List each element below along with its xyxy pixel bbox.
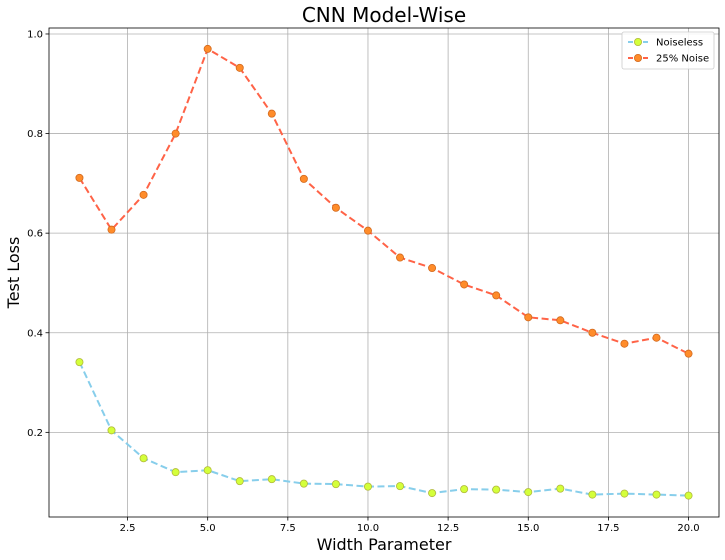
data-point bbox=[299, 174, 308, 183]
y-tick-label: 0.4 bbox=[27, 328, 43, 339]
data-point bbox=[107, 426, 116, 435]
x-tick-label: 10.0 bbox=[357, 523, 379, 534]
data-point bbox=[267, 475, 276, 484]
y-tick-label: 0.8 bbox=[27, 129, 43, 140]
legend-label: Noiseless bbox=[656, 38, 703, 49]
data-point bbox=[684, 491, 693, 500]
data-point bbox=[139, 190, 148, 199]
data-point bbox=[139, 454, 148, 463]
data-point bbox=[588, 328, 597, 337]
data-point bbox=[299, 479, 308, 488]
data-point bbox=[492, 485, 501, 494]
legend-marker bbox=[634, 38, 643, 47]
data-point bbox=[588, 490, 597, 499]
data-point bbox=[492, 291, 501, 300]
legend: Noiseless 25% Noise bbox=[621, 31, 715, 70]
data-point bbox=[107, 225, 116, 234]
data-point bbox=[620, 339, 629, 348]
data-point bbox=[684, 349, 693, 358]
series-line-1 bbox=[78, 361, 689, 497]
data-point bbox=[460, 485, 469, 494]
data-point bbox=[524, 313, 533, 322]
plot-frame bbox=[48, 27, 720, 518]
y-tick-label: 0.6 bbox=[27, 229, 43, 240]
chart-title: CNN Model-Wise bbox=[302, 3, 466, 27]
data-point bbox=[203, 44, 212, 53]
data-point bbox=[75, 358, 84, 367]
x-tick-label: 15.0 bbox=[517, 523, 539, 534]
legend-label: 25% Noise bbox=[656, 54, 709, 65]
x-tick-label: 17.5 bbox=[597, 523, 619, 534]
data-point bbox=[75, 173, 84, 182]
data-point bbox=[652, 490, 661, 499]
data-point bbox=[524, 488, 533, 497]
x-tick-label: 7.5 bbox=[280, 523, 296, 534]
data-point bbox=[363, 482, 372, 491]
data-point bbox=[556, 316, 565, 325]
data-point bbox=[331, 480, 340, 489]
data-point bbox=[171, 468, 180, 477]
data-point bbox=[620, 489, 629, 498]
data-point bbox=[460, 280, 469, 289]
legend-marker bbox=[634, 54, 643, 63]
y-tick-label: 1.0 bbox=[27, 29, 43, 40]
series-line-2 bbox=[78, 47, 689, 355]
x-axis-title: Width Parameter bbox=[317, 535, 452, 554]
data-point bbox=[652, 333, 661, 342]
data-point bbox=[363, 226, 372, 235]
x-tick-label: 20.0 bbox=[677, 523, 699, 534]
data-point bbox=[171, 129, 180, 138]
x-tick-label: 12.5 bbox=[437, 523, 459, 534]
data-point bbox=[235, 477, 244, 486]
data-point bbox=[331, 203, 340, 212]
x-tick-label: 2.5 bbox=[120, 523, 136, 534]
data-point bbox=[428, 489, 437, 498]
data-point bbox=[556, 484, 565, 493]
data-point bbox=[396, 253, 405, 262]
series-layer bbox=[75, 44, 693, 500]
data-point bbox=[203, 466, 212, 475]
data-point bbox=[396, 482, 405, 491]
grid bbox=[49, 28, 719, 517]
data-point bbox=[235, 63, 244, 72]
y-tick-label: 0.2 bbox=[27, 428, 43, 439]
x-tick-label: 5.0 bbox=[200, 523, 216, 534]
y-axis-title: Test Loss bbox=[4, 237, 23, 310]
data-point bbox=[267, 109, 276, 118]
data-point bbox=[428, 264, 437, 273]
ticks: 2.5 5.0 7.5 10.0 12.5 15.0 17.5 20.0 0.2 0.4 0.6 0.… bbox=[27, 29, 700, 534]
